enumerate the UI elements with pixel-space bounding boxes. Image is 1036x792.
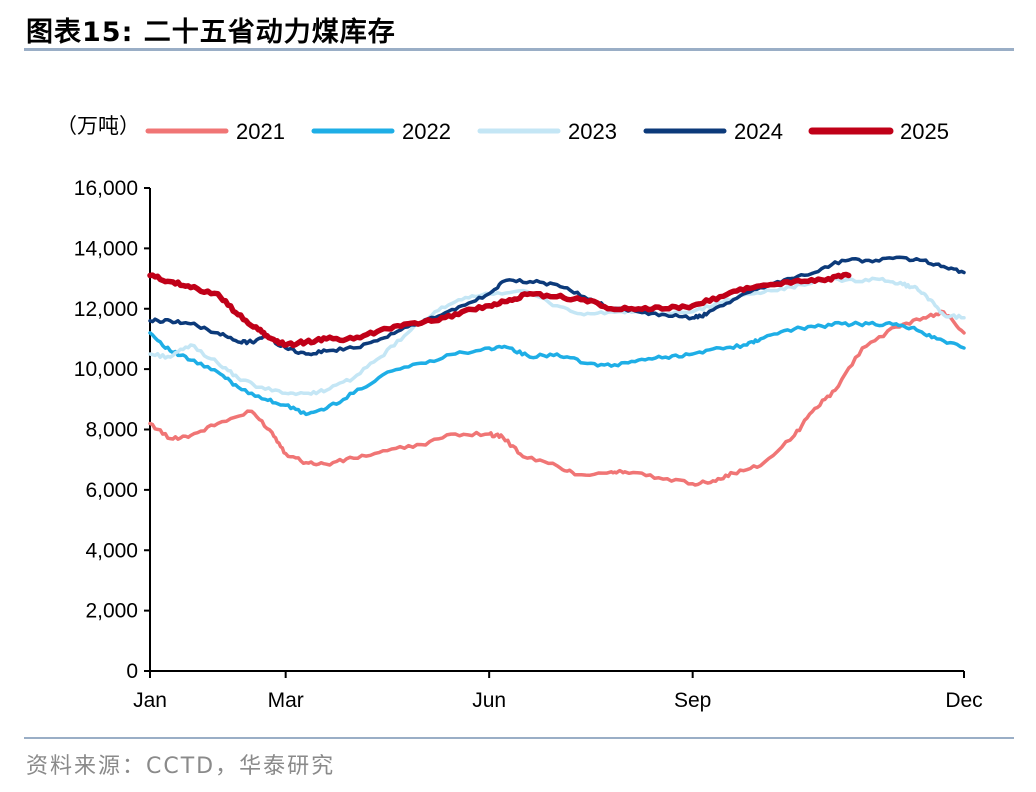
y-tick-label: 0 [126, 660, 138, 683]
unit-label: （万吨） [56, 114, 140, 138]
series-line-2023 [148, 276, 966, 397]
y-ticks: 0 2,000 4,000 6,000 8,000 10,000 12,000 14,000 1… [74, 177, 150, 683]
y-tick-label: 4,000 [85, 539, 138, 562]
legend-label-2021: 2021 [236, 119, 285, 144]
title-divider [24, 48, 1014, 51]
x-tick-label: Mar [268, 689, 304, 712]
source-note: 资料来源：CCTD，华泰研究 [26, 754, 336, 779]
x-tick-label: Jan [133, 689, 167, 712]
series-line-2021 [148, 309, 966, 487]
page-title: 图表15: 二十五省动力煤库存 [26, 17, 396, 48]
legend: 2021 2022 2023 2024 2025 [145, 119, 949, 144]
legend-label-2025: 2025 [900, 119, 949, 144]
x-tick-label: Sep [674, 689, 711, 712]
y-tick-label: 14,000 [74, 237, 138, 260]
y-tick-label: 6,000 [85, 479, 138, 502]
series-lines [147, 255, 966, 487]
y-tick-label: 12,000 [74, 298, 138, 321]
series-line-2024 [148, 255, 966, 357]
y-tick-label: 8,000 [85, 419, 138, 442]
y-tick-label: 16,000 [74, 177, 138, 200]
x-tick-label: Dec [945, 689, 982, 712]
axes: 0 2,000 4,000 6,000 8,000 10,000 12,000 14,000 1… [74, 177, 983, 712]
x-tick-label: Jun [472, 689, 506, 712]
legend-label-2024: 2024 [734, 119, 783, 144]
footer-divider [24, 737, 1014, 739]
x-ticks: Jan Mar Jun Sep Dec [133, 671, 983, 712]
series-line-2022 [148, 320, 966, 417]
y-tick-label: 10,000 [74, 358, 138, 381]
legend-label-2023: 2023 [568, 119, 617, 144]
y-tick-label: 2,000 [85, 600, 138, 623]
legend-label-2022: 2022 [402, 119, 451, 144]
series-line-2025 [147, 271, 852, 349]
